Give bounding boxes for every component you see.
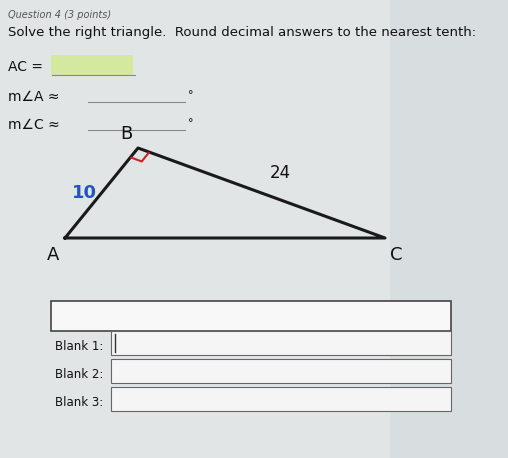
Text: Solve the right triangle.  Round decimal answers to the nearest tenth:: Solve the right triangle. Round decimal … (8, 26, 476, 39)
Text: Blank 1:: Blank 1: (55, 340, 103, 353)
Text: Blank 3:: Blank 3: (55, 396, 103, 409)
FancyBboxPatch shape (111, 387, 451, 411)
Text: m∠C ≈: m∠C ≈ (8, 118, 60, 132)
Text: A: A (47, 246, 59, 264)
Text: 24: 24 (270, 164, 291, 182)
Text: 10: 10 (72, 184, 97, 202)
Text: m∠A ≈: m∠A ≈ (8, 90, 59, 104)
Text: °: ° (188, 118, 194, 128)
FancyBboxPatch shape (111, 331, 451, 355)
Text: B: B (120, 125, 132, 143)
FancyBboxPatch shape (111, 359, 451, 383)
Text: °: ° (188, 90, 194, 100)
FancyBboxPatch shape (51, 55, 133, 75)
Text: C: C (390, 246, 402, 264)
Text: Blank 2:: Blank 2: (55, 368, 103, 381)
FancyBboxPatch shape (51, 301, 451, 331)
Bar (0, 0, 390, 458)
Text: Question 4 (3 points): Question 4 (3 points) (8, 10, 111, 20)
Text: AC =: AC = (8, 60, 43, 74)
